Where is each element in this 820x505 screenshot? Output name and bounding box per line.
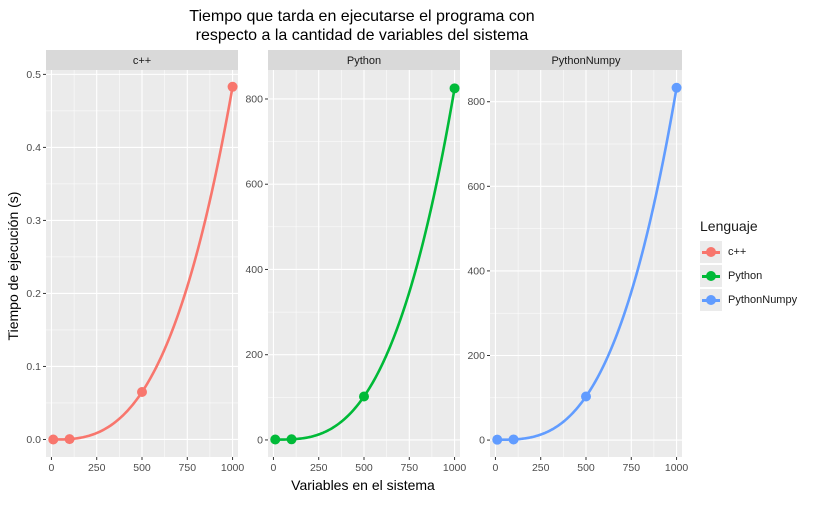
- legend-label-cpp: c++: [728, 246, 747, 258]
- x-tick-label: 0: [49, 462, 55, 474]
- y-axis-title: Tiempo de ejecución (s): [5, 192, 21, 341]
- data-point-cpp: [48, 434, 59, 445]
- y-tick-label: 200: [467, 350, 485, 362]
- x-tick-label: 0: [271, 462, 277, 474]
- data-point-python: [359, 391, 369, 402]
- data-point-pythonnumpy: [671, 82, 682, 93]
- legend-item-python: Python: [700, 264, 810, 288]
- y-tick-label: 0.4: [26, 142, 41, 154]
- y-tick-label: 0.0: [26, 434, 41, 446]
- x-tick-label: 1000: [221, 462, 245, 474]
- x-tick-label: 750: [401, 462, 419, 474]
- panel-pythonnumpy: PythonNumpy 0 250 500 750 1000 0 200 400 600 800: [467, 50, 688, 474]
- facet-strip-label-pythonnumpy: PythonNumpy: [551, 55, 621, 67]
- x-tick-label: 750: [179, 462, 197, 474]
- legend-key-python: [700, 265, 722, 287]
- legend-item-cpp: c++: [700, 240, 810, 264]
- data-point-pythonnumpy: [581, 391, 591, 402]
- legend-key-cpp: [700, 241, 722, 263]
- facet-strip-label-cpp: c++: [133, 55, 151, 67]
- y-tick-label: 400: [467, 265, 485, 277]
- x-tick-label: 0: [493, 462, 499, 474]
- y-tick-label: 200: [245, 349, 263, 361]
- y-tick-label: 0: [257, 434, 263, 446]
- y-tick-label: 0.5: [26, 69, 41, 81]
- data-point-pythonnumpy: [492, 434, 503, 445]
- data-point-python: [449, 83, 460, 94]
- facet-strip-cpp: [46, 50, 238, 70]
- facet-strip-python: [268, 50, 460, 70]
- facet-strip-pythonnumpy: [490, 50, 682, 70]
- panel-cpp: c++ 0 250 500 750 1000 0.0 0.1 0.2 0.3 0.4 0.5: [26, 50, 244, 474]
- y-tick-label: 800: [467, 96, 485, 108]
- x-tick-label: 500: [577, 462, 595, 474]
- x-tick-label: 500: [355, 462, 373, 474]
- data-point-cpp: [64, 434, 75, 445]
- legend: Lenguaje c++ Python PythonNumpy: [700, 218, 810, 312]
- x-tick-label: 750: [623, 462, 641, 474]
- legend-key-pythonnumpy: [700, 289, 722, 311]
- data-point-python: [270, 434, 281, 445]
- y-tick-label: 0.3: [26, 215, 41, 227]
- x-tick-label: 250: [310, 462, 328, 474]
- data-point-python: [286, 434, 297, 445]
- chart-title-line-1: Tiempo que tarda en ejecutarse el progra…: [189, 8, 534, 25]
- y-tick-label: 800: [245, 93, 263, 105]
- y-tick-label: 0.1: [26, 361, 41, 373]
- panel-python: Python 0 250 500 750 1000 0 200 400 600 800: [245, 50, 466, 474]
- x-tick-label: 1000: [443, 462, 467, 474]
- y-tick-label: 400: [245, 264, 263, 276]
- y-tick-label: 600: [245, 179, 263, 191]
- x-axis-title: Variables en el sistema: [291, 477, 435, 493]
- x-tick-label: 250: [532, 462, 550, 474]
- x-tick-label: 500: [133, 462, 151, 474]
- y-tick-label: 600: [467, 181, 485, 193]
- x-tick-label: 1000: [665, 462, 689, 474]
- x-tick-label: 250: [88, 462, 106, 474]
- chart-title-line-2: respecto a la cantidad de variables del …: [196, 27, 529, 44]
- data-point-cpp: [227, 81, 238, 92]
- data-point-cpp: [137, 387, 147, 398]
- legend-label-pythonnumpy: PythonNumpy: [728, 294, 798, 306]
- legend-title: Lenguaje: [700, 218, 758, 234]
- y-tick-label: 0.2: [26, 288, 41, 300]
- y-tick-label: 0: [479, 435, 485, 447]
- legend-label-python: Python: [728, 270, 763, 282]
- facet-strip-label-python: Python: [347, 55, 381, 67]
- data-point-pythonnumpy: [508, 434, 519, 445]
- legend-item-pythonnumpy: PythonNumpy: [700, 288, 810, 312]
- facet-panels: c++ 0 250 500 750 1000 0.0 0.1 0.2 0.3 0.4 0.5 Pytho…: [26, 50, 688, 474]
